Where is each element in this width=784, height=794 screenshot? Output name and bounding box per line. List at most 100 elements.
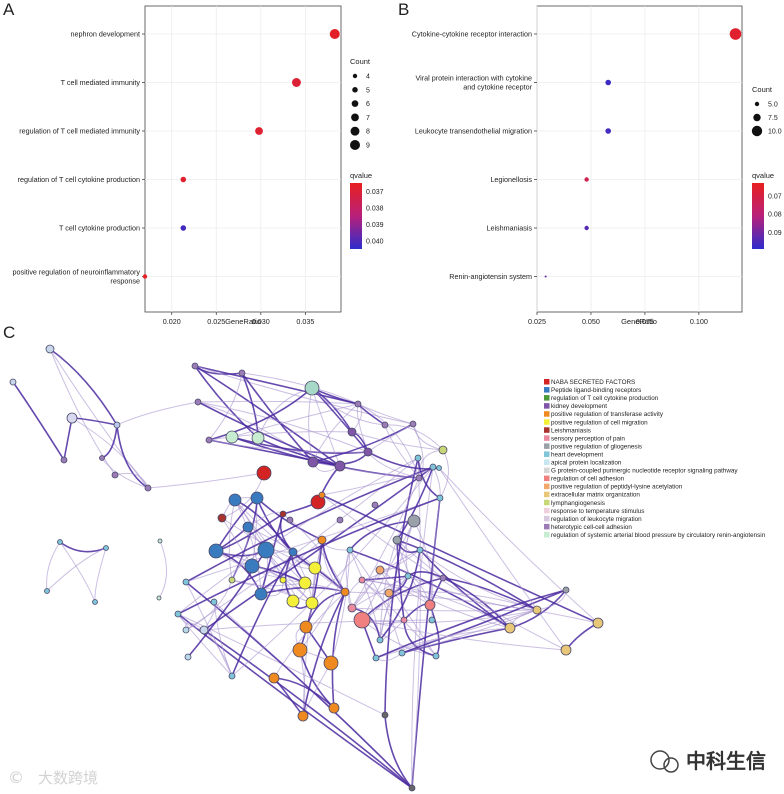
network-node xyxy=(400,616,408,624)
network-node xyxy=(375,565,385,575)
network-node xyxy=(560,644,572,656)
network-node xyxy=(371,501,379,509)
network-edge xyxy=(208,431,353,441)
network-node xyxy=(381,421,389,429)
network-node xyxy=(44,588,50,594)
network-node xyxy=(292,642,308,658)
network-edge xyxy=(185,579,233,631)
color-legend-label: 0.040 xyxy=(366,238,384,245)
network-edge xyxy=(299,549,351,651)
watermark-left: © 大数跨境 xyxy=(8,768,98,787)
network-edge xyxy=(203,629,413,789)
size-legend-dot xyxy=(350,126,360,136)
network-edge xyxy=(197,400,359,405)
size-legend-label: 4 xyxy=(366,74,370,81)
network-node xyxy=(251,431,265,445)
network-node xyxy=(436,494,444,502)
network-edge xyxy=(384,714,413,789)
network-legend-swatch xyxy=(544,467,550,474)
network-edge xyxy=(411,466,434,789)
network-node xyxy=(113,421,121,429)
network-edge xyxy=(438,467,599,624)
dot-point xyxy=(255,127,263,135)
network-node xyxy=(429,463,437,471)
network-edge xyxy=(185,466,434,583)
network-edge xyxy=(228,499,236,581)
network-legend-label: NABA SECRETED FACTORS xyxy=(551,379,635,386)
size-legend-label: 6 xyxy=(366,101,370,108)
network-node xyxy=(66,412,78,424)
color-legend-label: 0.08 xyxy=(768,212,782,219)
network-node xyxy=(156,595,162,601)
network-edge xyxy=(116,424,149,489)
watermark-left-icon: © xyxy=(8,768,24,787)
chart-b-color-legend: qvalue 0.07 0.08 0.09 xyxy=(752,171,782,249)
network-legend-label: positive regulation of gliogenesis xyxy=(551,443,642,450)
network-node xyxy=(205,436,213,444)
network-node xyxy=(347,603,357,613)
network-edge xyxy=(116,401,199,426)
network-node xyxy=(286,594,300,608)
network-node xyxy=(308,561,322,575)
size-legend-dot xyxy=(351,100,359,107)
network-edge xyxy=(396,539,538,611)
network-edge xyxy=(273,677,335,709)
network-node xyxy=(415,474,423,482)
network-node xyxy=(225,430,239,444)
network-node xyxy=(323,655,339,671)
network-legend-swatch xyxy=(544,531,550,538)
network-legend-label: G protein-coupled purinergic nucleotide … xyxy=(551,468,738,475)
network-node xyxy=(208,543,224,559)
network-edge xyxy=(384,457,419,716)
network-edge xyxy=(419,549,511,629)
dot-point xyxy=(180,176,187,183)
network-node xyxy=(254,587,268,601)
x-tick-label: 0.035 xyxy=(296,317,314,326)
network-graph xyxy=(9,344,604,792)
network-node xyxy=(228,493,242,507)
network-node xyxy=(250,491,264,505)
network-node xyxy=(384,588,394,598)
size-legend-label: 8 xyxy=(366,129,370,136)
network-node xyxy=(532,605,542,615)
network-edge xyxy=(46,547,107,592)
network-edge xyxy=(185,581,233,677)
network-node xyxy=(279,576,287,584)
x-tick-label: 0.075 xyxy=(636,317,654,326)
chart-a-category-labels: nephron development T cell mediated immun… xyxy=(13,30,141,286)
network-node xyxy=(307,456,319,468)
category-label: Renin-angiotensin system xyxy=(449,272,532,281)
color-legend-label: 0.038 xyxy=(366,205,384,212)
network-legend-label: kidney development xyxy=(551,403,607,410)
network-edge xyxy=(194,365,359,405)
network-node xyxy=(257,541,275,559)
network-legend-label: regulation of T cell cytokine production xyxy=(551,395,659,402)
network-legend-label: positive regulation of cell migration xyxy=(551,419,648,426)
network-node xyxy=(210,598,218,606)
size-legend-dot xyxy=(753,113,761,122)
network-node xyxy=(334,460,346,472)
network-edge xyxy=(321,539,351,551)
network-node xyxy=(99,455,105,461)
network-edge xyxy=(49,348,118,426)
network-legend-swatch xyxy=(544,475,550,482)
chart-b-grid xyxy=(534,6,742,312)
dot-point xyxy=(605,128,612,134)
network-edge xyxy=(231,403,359,438)
category-label: positive regulation of neuroinflammatory… xyxy=(13,268,141,286)
network-node xyxy=(409,420,417,428)
network-legend-swatch xyxy=(544,387,550,393)
chart-a-color-bar xyxy=(350,183,362,249)
network-node xyxy=(103,545,109,551)
network-node xyxy=(182,578,190,586)
chart-a-size-legend-title: Count xyxy=(350,57,371,66)
network-legend-label: response to temperature stimulus xyxy=(551,508,644,515)
network-edge xyxy=(344,591,599,624)
network-legend-label: lymphangiogenesis xyxy=(551,500,605,507)
network-node xyxy=(111,471,119,479)
size-legend-dot xyxy=(352,73,358,79)
network-node xyxy=(376,636,384,644)
network-edge xyxy=(396,466,434,541)
dot-point xyxy=(544,275,547,278)
